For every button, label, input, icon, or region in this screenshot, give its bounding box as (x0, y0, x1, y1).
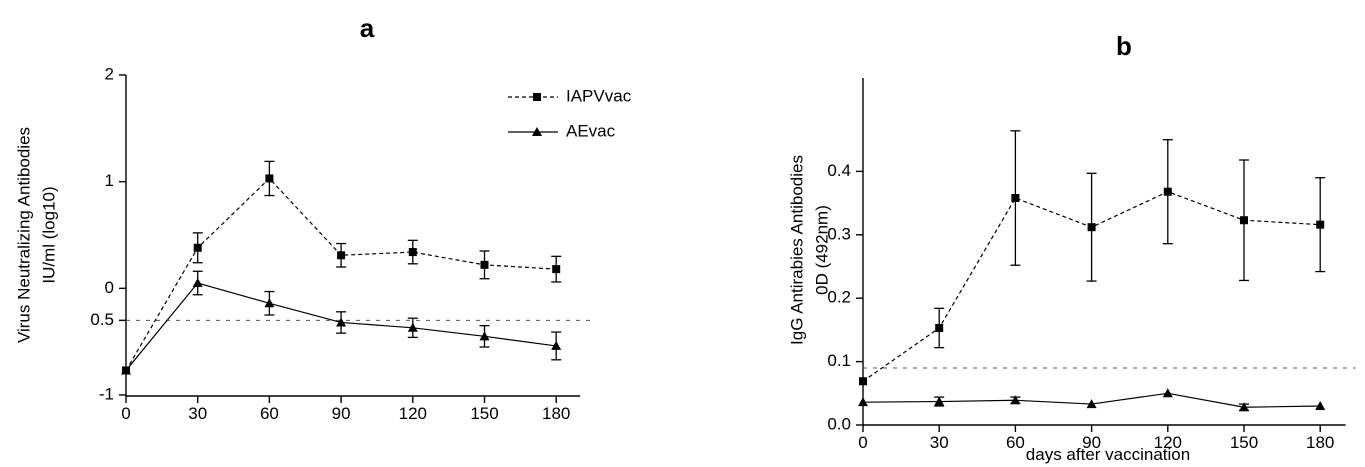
data-point-square (337, 251, 346, 260)
x-tick-label: 120 (1154, 433, 1182, 452)
x-tick-label: 180 (542, 404, 570, 423)
data-point-triangle (934, 396, 945, 406)
data-point-triangle (1315, 400, 1326, 410)
y-tick-label: 0.1 (827, 351, 851, 370)
data-point-square (480, 260, 489, 269)
x-tick-label: 150 (470, 404, 498, 423)
y-axis-title: IU/ml (log10) (39, 186, 58, 283)
y-tick-label: 0.0 (827, 414, 851, 433)
y-tick-label: 0.3 (827, 224, 851, 243)
data-point-square (552, 265, 561, 274)
x-tick-label: 30 (930, 433, 949, 452)
data-point-square (859, 377, 867, 386)
data-point-square (935, 323, 944, 332)
x-tick-label: 120 (399, 404, 427, 423)
x-tick-label: 90 (332, 404, 351, 423)
data-point-triangle (264, 298, 275, 308)
y-tick-label: 0.2 (827, 288, 851, 307)
legend-marker-square (533, 93, 541, 101)
panel-title: a (360, 13, 375, 43)
y-axis-title: 0D (492nm) (812, 205, 831, 295)
data-point-triangle (192, 278, 203, 287)
data-point-triangle (1010, 395, 1021, 405)
y-tick-label: 2 (105, 64, 114, 83)
data-point-triangle (121, 365, 131, 375)
x-tick-label: 0 (121, 404, 130, 423)
y-tick-label: 0.4 (827, 161, 851, 180)
data-point-triangle (551, 340, 562, 350)
data-point-square (1316, 220, 1325, 229)
x-tick-label: 150 (1230, 433, 1258, 452)
data-point-triangle (479, 331, 490, 341)
data-point-square (1240, 216, 1248, 225)
x-tick-label: 180 (1306, 433, 1334, 452)
data-point-triangle (407, 322, 418, 332)
data-point-square (1163, 187, 1172, 196)
x-tick-label: 30 (188, 404, 207, 423)
x-tick-label: 60 (1006, 433, 1025, 452)
panel-title: b (1116, 31, 1132, 61)
y-tick-label: 1 (105, 171, 114, 190)
x-tick-label: 0 (858, 433, 867, 452)
x-tick-label: 90 (1082, 433, 1101, 452)
data-point-square (1011, 194, 1020, 203)
legend-label: AEvac (566, 121, 616, 140)
legend-marker-triangle (532, 127, 542, 136)
data-point-triangle (336, 317, 347, 327)
y-axis-title: Virus Neutralizing Antibodies (14, 127, 33, 343)
x-tick-label: 60 (260, 404, 279, 423)
legend-label: IAPVvac (566, 86, 632, 105)
data-point-square (265, 174, 274, 183)
y-axis-title: IgG Antirabies Antibodies (787, 155, 806, 345)
y-tick-label: -1 (99, 384, 114, 403)
y-tick-label: 0.5 (90, 310, 114, 329)
data-point-square (193, 243, 202, 252)
data-point-triangle (1162, 388, 1173, 398)
series-line-IAPVvac (125, 177, 557, 371)
y-tick-label: 0 (105, 278, 114, 297)
data-point-triangle (858, 397, 868, 407)
data-point-square (408, 248, 417, 257)
data-point-triangle (1086, 399, 1097, 409)
data-point-triangle (1239, 402, 1249, 412)
x-axis-title: days after vaccination (1026, 445, 1190, 464)
panel-b: b 0.0 0.1 0.2 0.3 0.4 0 30 60 90 120 150 180 IgG Anti… (787, 31, 1356, 464)
data-point-square (1087, 223, 1096, 232)
